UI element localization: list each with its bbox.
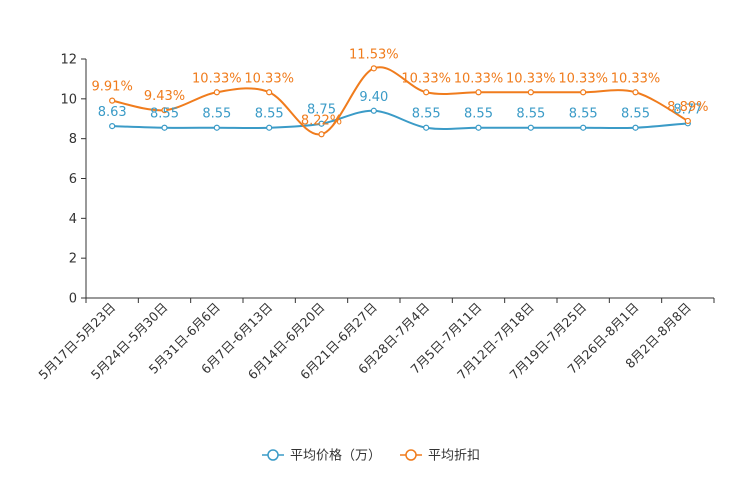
- data-point[interactable]: [475, 89, 482, 96]
- data-label: 10.33%: [192, 71, 242, 86]
- data-label: 10.33%: [558, 71, 608, 86]
- data-point[interactable]: [109, 97, 116, 104]
- data-point[interactable]: [370, 65, 377, 72]
- data-label: 9.43%: [144, 89, 185, 104]
- data-point[interactable]: [161, 124, 168, 131]
- data-point[interactable]: [475, 124, 482, 131]
- data-point[interactable]: [266, 89, 273, 96]
- data-label: 8.55: [621, 107, 650, 122]
- y-tick-label: 0: [69, 292, 77, 307]
- legend: 平均价格（万） 平均折扣: [262, 448, 480, 464]
- y-tick-label: 8: [69, 132, 77, 147]
- data-label: 8.55: [464, 107, 493, 122]
- data-label: 8.77: [673, 102, 702, 117]
- data-label: 8.22%: [301, 113, 342, 128]
- data-label: 8.63: [98, 105, 127, 120]
- legend-label-1[interactable]: 平均折扣: [428, 449, 480, 464]
- data-point[interactable]: [580, 124, 587, 131]
- data-label: 10.33%: [454, 71, 504, 86]
- data-label: 10.33%: [611, 71, 661, 86]
- data-label: 10.33%: [506, 71, 556, 86]
- y-tick-label: 6: [69, 172, 77, 187]
- data-point[interactable]: [213, 124, 220, 131]
- data-label: 10.33%: [401, 71, 451, 86]
- data-label: 9.91%: [92, 80, 133, 95]
- data-point[interactable]: [684, 117, 691, 125]
- data-point[interactable]: [161, 107, 168, 114]
- data-label: 8.55: [150, 107, 179, 122]
- data-point[interactable]: [318, 131, 325, 138]
- y-tick-label: 12: [60, 53, 77, 68]
- y-tick-label: 4: [69, 212, 77, 227]
- data-label: 8.55: [516, 107, 545, 122]
- data-label: 8.55: [412, 107, 441, 122]
- legend-marker-1[interactable]: [405, 449, 417, 461]
- y-tick-label: 10: [60, 92, 77, 107]
- data-point[interactable]: [423, 89, 430, 96]
- series-line-0: [112, 109, 688, 130]
- data-label: 9.40: [359, 90, 388, 105]
- data-label: 8.55: [202, 107, 231, 122]
- data-label: 8.55: [255, 107, 284, 122]
- data-point[interactable]: [266, 124, 273, 131]
- series-layer: [109, 65, 691, 138]
- data-point[interactable]: [213, 89, 220, 96]
- data-labels: 8.63 8.55 8.55 8.55 8.75 9.40 8.55 8.55 8.55 8.55…: [92, 47, 709, 128]
- data-point[interactable]: [318, 120, 325, 127]
- data-label: 8.75: [307, 103, 336, 118]
- data-point[interactable]: [423, 124, 430, 131]
- data-point[interactable]: [527, 124, 534, 131]
- data-point[interactable]: [527, 89, 534, 96]
- data-point[interactable]: [370, 107, 377, 114]
- legend-marker-0[interactable]: [267, 449, 279, 461]
- data-point[interactable]: [632, 89, 639, 96]
- data-point[interactable]: [580, 89, 587, 96]
- y-tick-label: 2: [69, 252, 77, 267]
- data-point[interactable]: [632, 124, 639, 131]
- data-label: 8.55: [569, 107, 598, 122]
- data-point[interactable]: [109, 123, 116, 130]
- data-label: 8.89%: [667, 100, 708, 115]
- legend-label-0[interactable]: 平均价格（万）: [290, 448, 381, 464]
- data-label: 11.53%: [349, 47, 399, 62]
- data-label: 10.33%: [244, 71, 294, 86]
